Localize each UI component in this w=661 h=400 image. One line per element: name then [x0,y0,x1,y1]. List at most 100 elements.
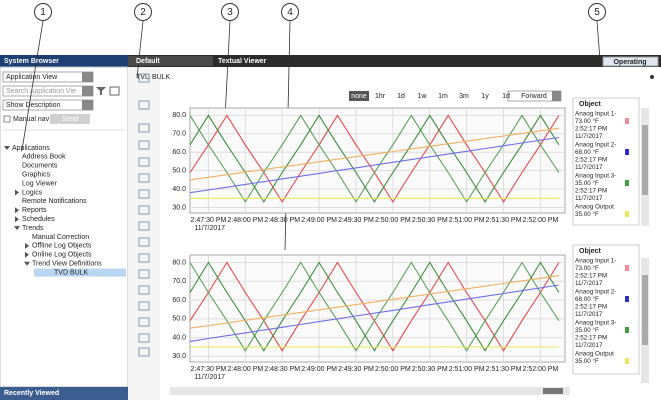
tree-item[interactable]: Trends [22,225,44,232]
dropdown-arrow[interactable] [552,91,561,101]
legend-date: 11/7/2017 [575,133,603,140]
toolbar-icon[interactable] [138,140,150,150]
toolbar-icon[interactable] [138,173,150,183]
expander[interactable] [24,261,30,266]
tree-item[interactable]: Address Book [22,154,66,161]
tree-item[interactable]: Documents [22,163,58,170]
toolbar-icon[interactable] [138,317,150,327]
dropdown-arrow[interactable] [82,72,93,82]
x-tick-label: 2:49:30 PM [338,217,374,224]
direction-text[interactable]: Forward [521,93,547,100]
legend-swatch [625,149,629,155]
toolbar-icon[interactable] [138,285,150,295]
tab-default[interactable] [128,56,213,66]
tree-item[interactable]: TVD BULK [54,269,89,276]
tree-item[interactable]: Logics [22,189,43,196]
dropdown-arrow[interactable] [82,100,93,110]
toolbar-icon[interactable] [138,269,150,279]
toolbar-icon[interactable] [138,123,150,133]
recent-title[interactable]: Recently Viewed [4,390,59,397]
toolbar-icon[interactable] [138,253,150,263]
range-button[interactable]: 1m [438,93,448,100]
series-line [189,114,560,203]
range-button[interactable]: 3m [459,93,469,100]
tab[interactable]: Default [136,58,160,65]
tree-item[interactable]: Online Log Objects [32,252,92,259]
tree-item[interactable]: Manual Correction [32,234,89,241]
toolbar-icon[interactable] [138,333,150,343]
pin-icon[interactable] [650,75,654,79]
legend-date: 11/7/2017 [575,311,603,318]
toolbar-icon[interactable] [138,221,150,231]
expander[interactable] [14,226,20,231]
dropdown-arrow[interactable] [82,86,93,96]
expander[interactable] [15,216,19,223]
range-button[interactable]: 1y [481,93,489,100]
scroll-thumb[interactable] [642,125,648,195]
description-text[interactable]: Show Description [6,102,61,109]
toolbar-icon[interactable] [138,100,150,110]
x-tick-label: 2:52:00 PM [523,366,559,373]
y-tick-label: 30.0 [172,204,186,211]
y-tick-label: 40.0 [172,334,186,341]
toolbar-icon[interactable] [138,205,150,215]
range-selected[interactable] [349,91,369,101]
h-scrollbar[interactable] [170,387,570,395]
plot-area [189,107,566,214]
expander[interactable] [15,189,19,196]
search-text[interactable]: Search Application Vie [6,88,76,95]
expander[interactable] [4,146,10,150]
toolbar-icon[interactable] [138,301,150,311]
expander[interactable] [25,242,29,249]
tab[interactable]: Textual Viewer [218,58,267,65]
y-tick-label: 80.0 [172,259,186,266]
tree-item[interactable]: Schedules [22,216,55,223]
legend-swatch [625,180,629,186]
legend-date: 11/7/2017 [575,342,603,349]
tree-item[interactable]: Log Viewer [22,180,58,187]
range-button[interactable]: 1hr [375,93,386,100]
save-icon[interactable] [109,86,120,96]
expander[interactable] [25,251,29,258]
toolbar-icon[interactable] [138,189,150,199]
filter-icon[interactable] [96,87,106,95]
legend-swatch [625,211,629,217]
tree-item[interactable]: Remote Notifications [22,198,87,205]
tree-item[interactable]: Reports [22,207,47,214]
legend-value: 35.00 °F [575,210,599,218]
legend-name: Anaog Input 3- [575,173,616,180]
legend-name: Anaog Input 3- [575,320,616,327]
tree-item[interactable]: Offline Log Objects [32,243,92,250]
view-text[interactable]: Application View [6,74,58,81]
y-tick-label: 70.0 [172,278,186,285]
toolbar [128,67,160,400]
toolbar-icon[interactable] [138,347,150,357]
x-tick-label: 2:47:30 PM [191,217,227,224]
callout-circle [281,3,299,21]
scroll-thumb[interactable] [642,275,648,345]
tree-item[interactable]: Trend View Definitions [32,261,102,268]
range-button[interactable]: 1d [502,93,510,100]
tree-selected[interactable] [34,268,126,277]
legend-value: 73.00 °F [575,264,599,272]
checkbox[interactable] [3,115,11,123]
tree-item[interactable]: Graphics [22,172,51,179]
expander[interactable] [15,207,19,214]
toolbar-icon[interactable] [138,157,150,167]
range-button[interactable]: 1w [418,93,428,100]
y-tick-label: 60.0 [172,149,186,156]
send-label[interactable]: Send [62,116,78,123]
range-button[interactable]: 1d [397,93,405,100]
series-line [189,114,560,203]
scroll-thumb[interactable] [543,388,563,394]
manual-label[interactable]: Manual nav [13,116,50,123]
plot-area [189,254,566,363]
toolbar-icon[interactable] [138,73,150,83]
toolbar-icon[interactable] [138,237,150,247]
tree-item[interactable]: Applications [12,145,50,152]
send-button[interactable] [50,114,90,124]
range-button[interactable]: none [351,93,367,100]
callout-circle [34,3,52,21]
callout-number: 4 [287,7,293,18]
x-date-label: 11/7/2017 [194,225,225,232]
